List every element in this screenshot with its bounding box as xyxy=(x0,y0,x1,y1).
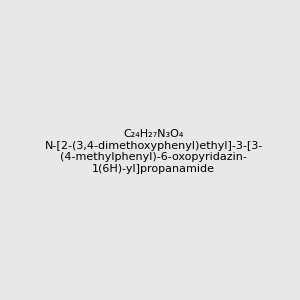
Text: C₂₄H₂₇N₃O₄
N-[2-(3,4-dimethoxyphenyl)ethyl]-3-[3-
(4-methylphenyl)-6-oxopyridazi: C₂₄H₂₇N₃O₄ N-[2-(3,4-dimethoxyphenyl)eth… xyxy=(45,129,263,174)
